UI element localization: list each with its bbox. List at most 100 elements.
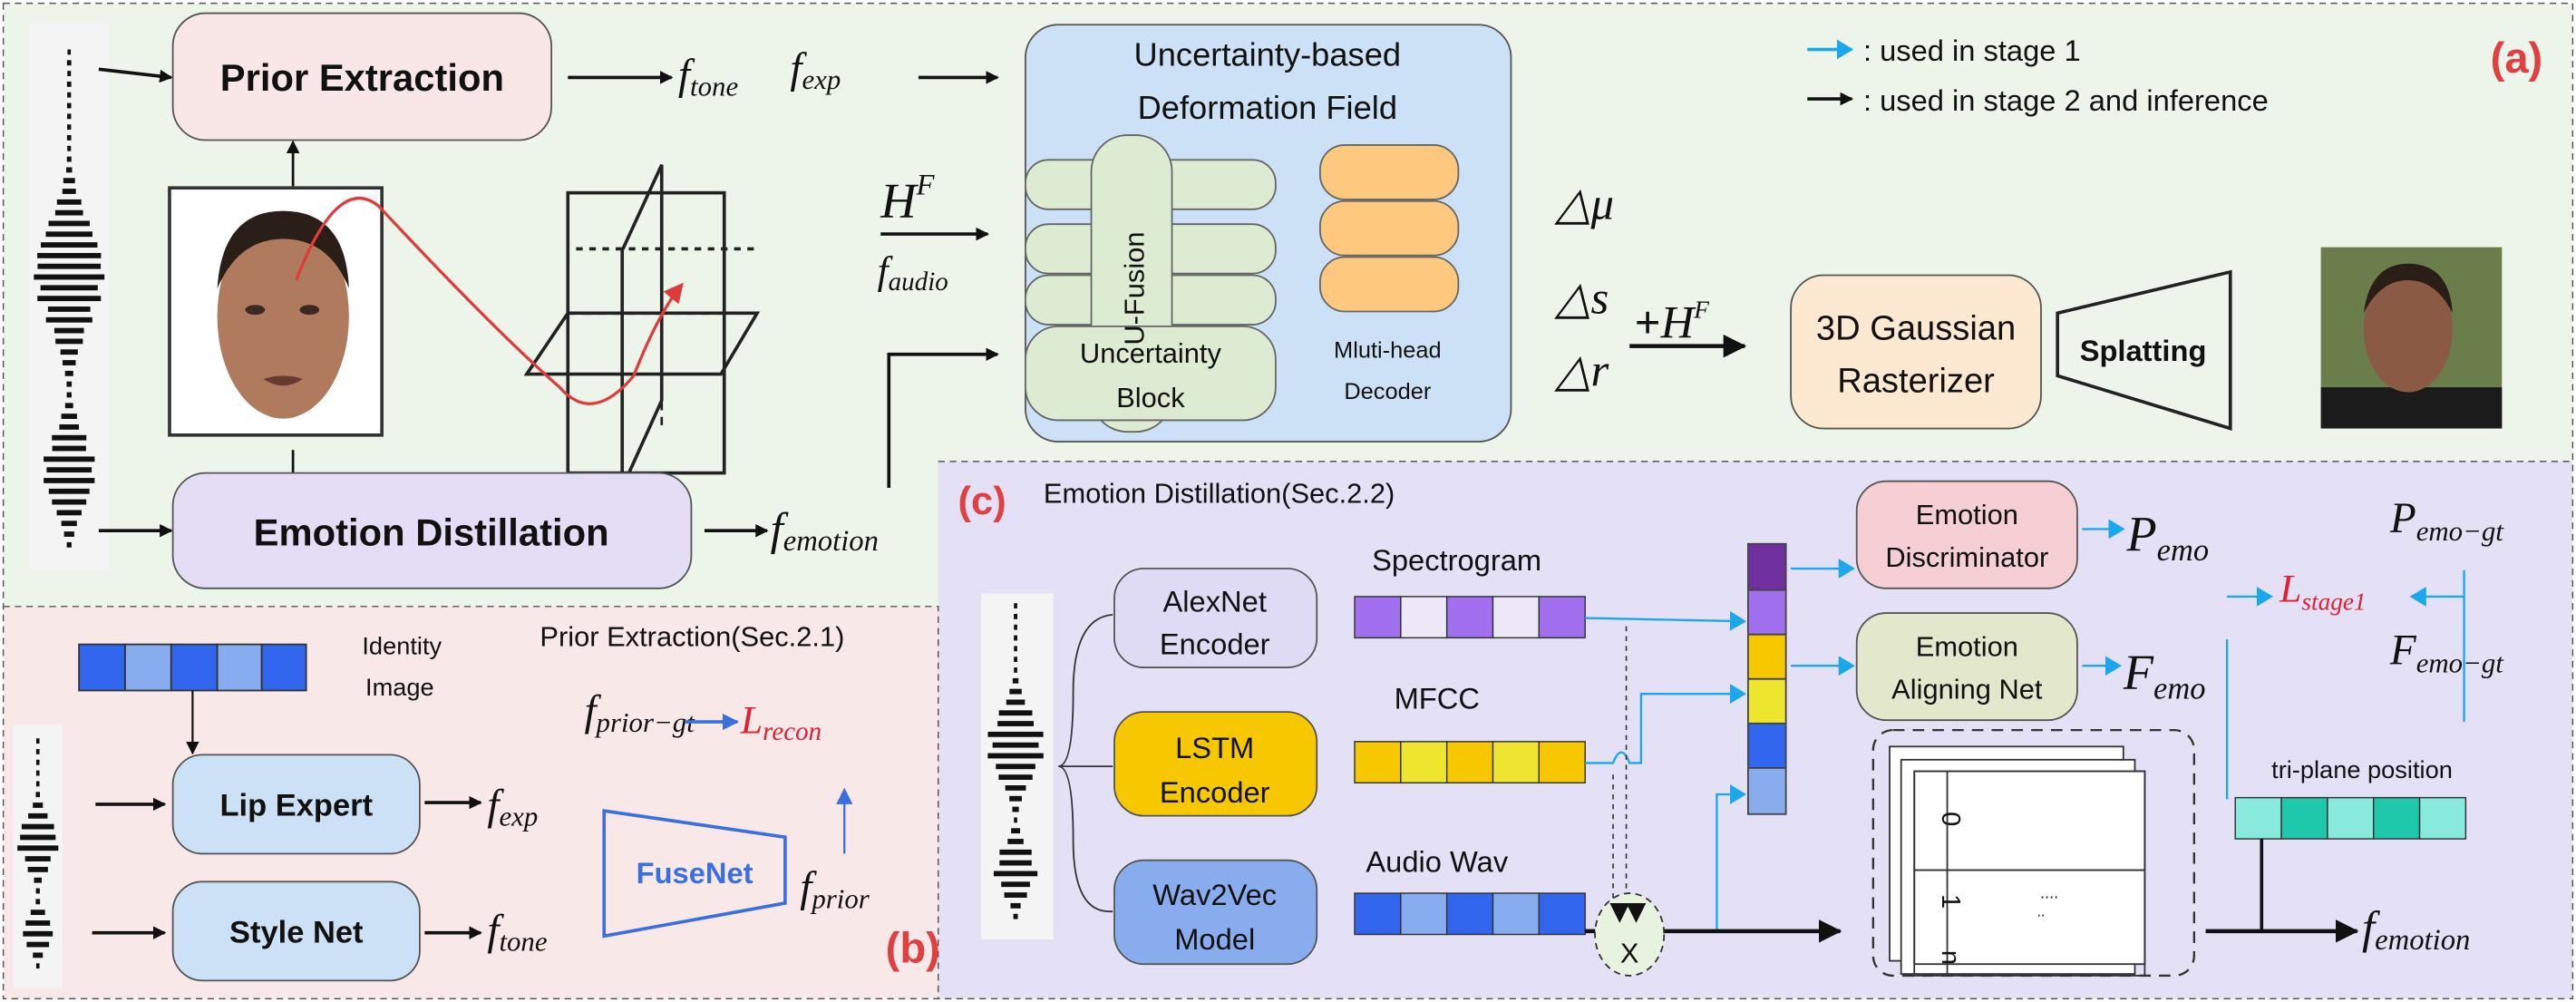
- delta-mu-label: △μ: [1553, 179, 1614, 229]
- vector-cell: [2280, 796, 2328, 840]
- vector-cell: [1492, 892, 1541, 936]
- decoder-heads: [1318, 144, 1460, 313]
- waveform-bar: [21, 823, 54, 830]
- triplane-memory-group: [1871, 728, 2196, 978]
- waveform-bar: [23, 930, 53, 937]
- waveform-bar: [66, 81, 72, 87]
- waveform-bar: [64, 370, 73, 376]
- waveform-bar: [60, 349, 78, 355]
- waveform-bar: [1004, 892, 1027, 898]
- waveform-bar: [40, 285, 98, 291]
- f-emo-label: Femo: [2123, 645, 2206, 706]
- waveform-bar: [996, 764, 1035, 770]
- waveform-bar: [56, 199, 82, 205]
- waveform-bar: [66, 102, 72, 109]
- waveform-bar: [66, 156, 72, 162]
- multiply-label: X: [1620, 937, 1639, 968]
- panel-label-a: (a): [2491, 34, 2543, 83]
- waveform-bar: [1005, 785, 1026, 791]
- waveform-bar: [54, 209, 83, 216]
- rasterizer-label: Rasterizer: [1837, 362, 1995, 401]
- waveform-bar: [1010, 902, 1021, 909]
- multiply-node: [1594, 892, 1666, 977]
- waveform-bar: [52, 445, 86, 452]
- emotion-panel-title: Emotion Distillation(Sec.2.2): [1044, 477, 1395, 509]
- spectrogram-vector: [1354, 596, 1586, 639]
- splatting-label: Splatting: [2080, 334, 2207, 367]
- vector-cell: [1445, 892, 1494, 936]
- waveform-bar: [46, 467, 92, 473]
- waveform-bar: [41, 242, 98, 248]
- waveform-bar: [48, 220, 90, 227]
- fusenet-label: FuseNet: [637, 856, 753, 890]
- card-index: n: [1936, 950, 1965, 965]
- waveform-bar: [1014, 646, 1017, 652]
- waveform-bar: [33, 952, 44, 958]
- fusenet-trapezoid: [602, 809, 787, 939]
- splatting-trapezoid: [2056, 269, 2232, 431]
- audio-wav-vector: [1354, 892, 1586, 936]
- vector-cell: [1538, 892, 1586, 936]
- rendered-portrait-image: [2320, 247, 2503, 429]
- triplane-label: tri-plane position: [2271, 755, 2453, 783]
- vector-cell: [1538, 596, 1586, 639]
- waveform-bar: [35, 792, 41, 798]
- deformation-curve: [295, 197, 684, 405]
- waveform-bar: [993, 871, 1038, 877]
- vector-cell: [1400, 741, 1448, 784]
- rasterizer-label: 3D Gaussian: [1816, 308, 2016, 347]
- dotted-guides: [1612, 626, 1628, 899]
- waveform-bar: [37, 263, 102, 269]
- waveform-bar: [62, 189, 76, 194]
- waveform-bar: [1009, 688, 1022, 695]
- waveform-bar: [67, 113, 72, 120]
- discriminator-label: Emotion: [1916, 499, 2018, 530]
- wav2vec-label: Model: [1174, 922, 1255, 956]
- waveform-bar: [28, 812, 48, 819]
- p-emo-gt-label: Pemo−gt: [2389, 495, 2504, 547]
- waveform-bar: [35, 770, 40, 776]
- vector-cell: [2372, 796, 2421, 840]
- waveform-bar: [44, 456, 95, 462]
- lip-expert-box: [171, 754, 421, 855]
- waveform-bar: [24, 856, 51, 861]
- waveform-bar: [64, 403, 73, 409]
- waveform-bar: [55, 338, 83, 345]
- waveform-bar: [47, 306, 91, 312]
- waveform-bar: [1014, 657, 1017, 663]
- panel-label-b: (b): [886, 924, 940, 972]
- waveform-bar: [37, 296, 102, 302]
- legend-stage1-text: : used in stage 1: [1863, 34, 2081, 67]
- emotion-aligning-net-box: [1855, 612, 2078, 722]
- waveform-bar: [987, 731, 1044, 737]
- vector-cell: [1354, 741, 1402, 784]
- waveform-bar: [37, 252, 102, 258]
- decoder-label: Mluti-head: [1334, 337, 1442, 363]
- emotion-discriminator-box: [1855, 480, 2078, 589]
- waveform-bar: [67, 49, 72, 55]
- vector-cell: [1538, 741, 1586, 784]
- waveform-bar: [999, 860, 1032, 866]
- waveform-bar: [35, 738, 40, 744]
- waveform-bar: [25, 920, 51, 926]
- waveform-bar: [59, 423, 80, 430]
- plus-h-f-label: +HF: [1635, 297, 1710, 348]
- waveform-bar: [35, 759, 40, 765]
- vector-cell: [1354, 892, 1402, 936]
- uncertainty-block-label: Uncertainty: [1080, 337, 1222, 369]
- spectrogram-label: Spectrogram: [1372, 543, 1541, 577]
- f-prior-gt-label: fprior−gt: [584, 688, 695, 738]
- deformation-title: Deformation Field: [1138, 89, 1397, 126]
- stage1-connectors: [1585, 519, 2465, 931]
- waveform-bar: [67, 145, 72, 151]
- panel-dividers: [3, 461, 2573, 999]
- waveform-bar: [56, 510, 82, 516]
- panel-label-c: (c): [958, 480, 1006, 523]
- u-fusion-label: U-Fusion: [1119, 231, 1151, 345]
- vector-cell: [2327, 796, 2375, 840]
- waveform-bar: [63, 531, 74, 537]
- wav2vec-label: Wav2Vec: [1152, 878, 1277, 911]
- legend-stage2-text: : used in stage 2 and inference: [1863, 83, 2269, 117]
- waveform-bar: [48, 488, 90, 494]
- deformation-title: Uncertainty-based: [1134, 36, 1402, 73]
